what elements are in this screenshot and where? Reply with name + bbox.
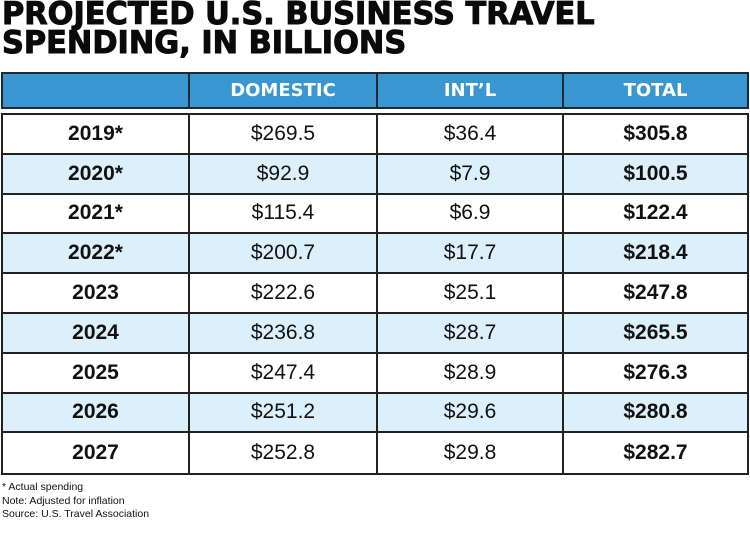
cell-total: $218.4 [623, 241, 688, 265]
table-row: 2020* $92.9 $7.9 $100.5 [3, 154, 747, 195]
table-row: 2019* $269.5 $36.4 $305.8 [3, 115, 747, 155]
title-line-2: SPENDING, IN BILLIONS [2, 25, 407, 61]
table-row: 2024 $236.8 $28.7 $265.5 [3, 313, 747, 354]
cell-total: $100.5 [623, 161, 688, 185]
cell-intl: $28.7 [378, 313, 564, 352]
cell-total: $282.7 [623, 441, 688, 465]
column-header-total: TOTAL [623, 80, 688, 101]
page-title: PROJECTED U.S. BUSINESS TRAVEL SPENDING,… [2, 0, 596, 61]
table-row: 2026 $251.2 $29.6 $280.8 [3, 393, 747, 434]
cell-year: 2025 [3, 353, 190, 392]
cell-domestic: $251.2 [190, 393, 378, 432]
cell-year: 2022* [3, 234, 190, 273]
column-header-domestic: DOMESTIC [190, 74, 378, 107]
cell-intl: $36.4 [378, 115, 564, 153]
cell-total: $122.4 [623, 201, 688, 225]
footnote-asterisk: * Actual spending [2, 481, 84, 493]
table-row: 2022* $200.7 $17.7 $218.4 [3, 234, 747, 275]
column-header-year [3, 74, 190, 107]
column-header-intl: INT’L [378, 74, 564, 107]
cell-year: 2020* [3, 154, 190, 193]
footnotes: * Actual spending Note: Adjusted for inf… [2, 481, 149, 522]
table-row: 2027 $252.8 $29.8 $282.7 [3, 433, 747, 474]
cell-intl: $6.9 [378, 194, 564, 233]
table-row: 2023 $222.6 $25.1 $247.8 [3, 274, 747, 314]
cell-domestic: $252.8 [190, 433, 378, 474]
cell-intl: $29.6 [378, 393, 564, 432]
cell-year: 2026 [3, 393, 190, 432]
cell-intl: $25.1 [378, 274, 564, 312]
cell-total: $305.8 [623, 121, 688, 145]
footnote-note: Note: Adjusted for inflation [2, 494, 125, 507]
cell-year: 2024 [3, 313, 190, 352]
table-row: 2025 $247.4 $28.9 $276.3 [3, 353, 747, 394]
cell-domestic: $222.6 [190, 274, 378, 312]
cell-year: 2019* [3, 115, 190, 153]
table-row: 2021* $115.4 $6.9 $122.4 [3, 194, 747, 235]
cell-total: $280.8 [623, 400, 688, 424]
cell-intl: $28.9 [378, 353, 564, 392]
cell-intl: $29.8 [378, 433, 564, 474]
cell-total: $247.8 [623, 281, 688, 305]
cell-domestic: $269.5 [190, 115, 378, 153]
table-header: DOMESTIC INT’L TOTAL [1, 72, 749, 109]
cell-domestic: $236.8 [190, 313, 378, 352]
cell-year: 2021* [3, 194, 190, 233]
cell-domestic: $200.7 [190, 234, 378, 273]
cell-intl: $7.9 [378, 154, 564, 193]
cell-domestic: $92.9 [190, 154, 378, 193]
title-line-1: PROJECTED U.S. BUSINESS TRAVEL [2, 0, 596, 32]
cell-domestic: $115.4 [190, 194, 378, 233]
cell-domestic: $247.4 [190, 353, 378, 392]
cell-total: $276.3 [623, 360, 688, 384]
footnote-source: Source: U.S. Travel Association [2, 508, 150, 520]
cell-year: 2023 [3, 274, 190, 312]
cell-total: $265.5 [623, 320, 688, 344]
cell-year: 2027 [3, 433, 190, 474]
table-body: 2019* $269.5 $36.4 $305.8 2020* $92.9 $7… [1, 113, 749, 476]
cell-intl: $17.7 [378, 234, 564, 273]
